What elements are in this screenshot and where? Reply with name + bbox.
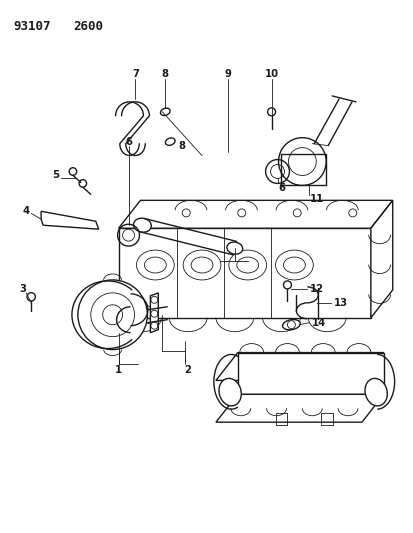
- Polygon shape: [118, 200, 392, 228]
- Text: 6: 6: [125, 136, 132, 147]
- Text: 2600: 2600: [73, 20, 103, 33]
- Ellipse shape: [191, 257, 212, 273]
- Text: 5: 5: [52, 171, 59, 181]
- Text: 10: 10: [264, 69, 278, 79]
- Ellipse shape: [226, 242, 242, 254]
- Text: 1: 1: [115, 366, 122, 375]
- Text: 13: 13: [333, 298, 347, 308]
- Ellipse shape: [183, 250, 221, 280]
- Polygon shape: [150, 293, 158, 333]
- Circle shape: [27, 293, 35, 301]
- Polygon shape: [370, 200, 392, 318]
- Ellipse shape: [236, 257, 258, 273]
- Ellipse shape: [275, 250, 313, 280]
- Text: 2: 2: [184, 366, 191, 375]
- Circle shape: [69, 168, 76, 175]
- Ellipse shape: [133, 218, 151, 232]
- Text: 9: 9: [224, 69, 231, 79]
- Polygon shape: [118, 228, 370, 318]
- Circle shape: [90, 293, 134, 337]
- Text: 3: 3: [20, 284, 26, 294]
- Ellipse shape: [136, 250, 174, 280]
- Text: 93107: 93107: [13, 20, 51, 33]
- Text: 12: 12: [309, 284, 323, 294]
- Ellipse shape: [160, 108, 170, 116]
- Circle shape: [288, 148, 316, 175]
- Text: 8: 8: [161, 69, 169, 79]
- Ellipse shape: [282, 320, 299, 330]
- Circle shape: [78, 280, 147, 350]
- Ellipse shape: [228, 250, 266, 280]
- Polygon shape: [41, 211, 98, 229]
- Polygon shape: [216, 352, 383, 381]
- Circle shape: [79, 180, 86, 187]
- Text: 6: 6: [277, 183, 284, 193]
- Text: 7: 7: [132, 69, 139, 79]
- Ellipse shape: [165, 138, 175, 146]
- Polygon shape: [237, 352, 383, 394]
- Text: 4: 4: [23, 206, 30, 216]
- Ellipse shape: [283, 257, 305, 273]
- Ellipse shape: [364, 378, 387, 406]
- Circle shape: [287, 321, 295, 329]
- Circle shape: [283, 281, 291, 289]
- Circle shape: [102, 305, 122, 325]
- Text: 8: 8: [178, 141, 185, 151]
- Polygon shape: [216, 394, 383, 422]
- Ellipse shape: [218, 378, 241, 406]
- Text: 14: 14: [311, 318, 325, 328]
- Text: 11: 11: [309, 195, 324, 204]
- Ellipse shape: [144, 257, 166, 273]
- Circle shape: [267, 108, 275, 116]
- Circle shape: [278, 138, 325, 185]
